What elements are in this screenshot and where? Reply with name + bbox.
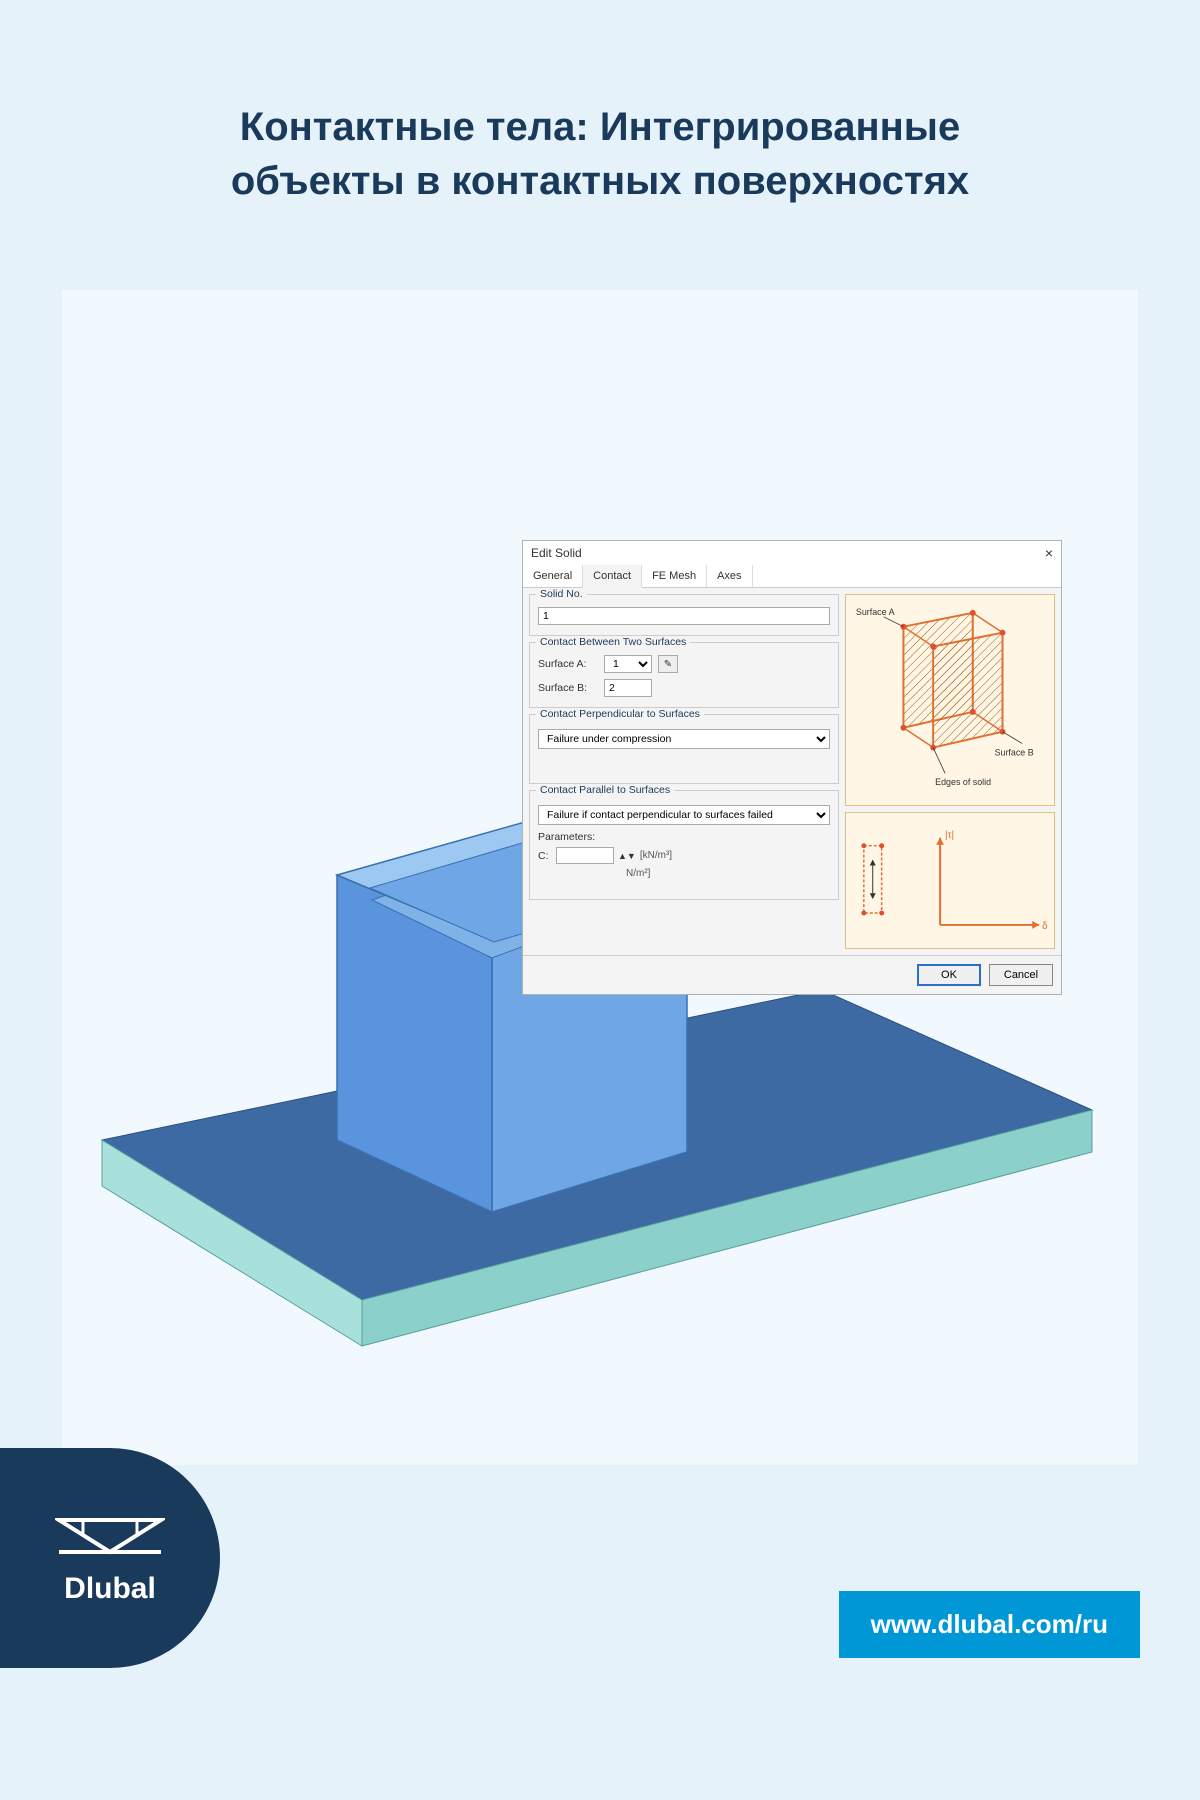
surface-diagram-panel: Surface A Surface B Edges of solid xyxy=(845,594,1055,806)
tab-contact[interactable]: Contact xyxy=(583,565,642,588)
diagram-label-surface-b: Surface B xyxy=(995,747,1034,757)
graph-panel: |τ| δ xyxy=(845,812,1055,949)
group-perpendicular: Contact Perpendicular to Surfaces Failur… xyxy=(529,714,839,784)
url-bar: www.dlubal.com/ru xyxy=(839,1591,1140,1658)
graph-x-label: δ xyxy=(1042,921,1048,932)
group-title-contact-surfaces: Contact Between Two Surfaces xyxy=(536,636,690,648)
tab-fe-mesh[interactable]: FE Mesh xyxy=(642,565,707,587)
perpendicular-select[interactable]: Failure under compression xyxy=(538,729,830,749)
logo-badge: Dlubal xyxy=(0,1448,220,1668)
dialog-footer: OK Cancel xyxy=(523,955,1061,994)
surface-a-label: Surface A: xyxy=(538,658,598,670)
graph-y-label: |τ| xyxy=(945,830,954,841)
surface-b-label: Surface B: xyxy=(538,682,598,694)
ok-button[interactable]: OK xyxy=(917,964,981,986)
tabstrip: General Contact FE Mesh Axes xyxy=(523,565,1061,588)
parallel-select[interactable]: Failure if contact perpendicular to surf… xyxy=(538,805,830,825)
param2-unit: N/m²] xyxy=(626,868,650,879)
tab-general[interactable]: General xyxy=(523,565,583,587)
dialog-titlebar: Edit Solid × xyxy=(523,541,1061,565)
cancel-button[interactable]: Cancel xyxy=(989,964,1053,986)
dlubal-logo-icon xyxy=(55,1510,165,1566)
group-title-solid-no: Solid No. xyxy=(536,588,587,600)
param-c-input[interactable] xyxy=(556,847,614,864)
logo-text: Dlubal xyxy=(64,1572,156,1606)
diagram-label-edges: Edges of solid xyxy=(935,777,991,787)
title-line-2: объекты в контактных поверхностях xyxy=(0,154,1200,208)
title-line-1: Контактные тела: Интегрированные xyxy=(0,100,1200,154)
tab-axes[interactable]: Axes xyxy=(707,565,752,587)
group-parallel: Contact Parallel to Surfaces Failure if … xyxy=(529,790,839,900)
params-label: Parameters: xyxy=(538,831,830,843)
surface-b-input[interactable] xyxy=(604,679,652,697)
surface-a-select[interactable]: 1 xyxy=(604,655,652,673)
param-c-label: C: xyxy=(538,850,552,862)
edit-solid-dialog: Edit Solid × General Contact FE Mesh Axe… xyxy=(522,540,1062,995)
group-solid-no: Solid No. xyxy=(529,594,839,636)
group-contact-surfaces: Contact Between Two Surfaces Surface A: … xyxy=(529,642,839,708)
canvas-area: Edit Solid × General Contact FE Mesh Axe… xyxy=(62,290,1138,1465)
solid-no-input[interactable] xyxy=(538,607,830,625)
param-c-unit: [kN/m³] xyxy=(640,850,672,861)
group-title-parallel: Contact Parallel to Surfaces xyxy=(536,784,674,796)
close-icon[interactable]: × xyxy=(1045,545,1053,561)
pick-surface-icon[interactable]: ✎ xyxy=(658,655,678,673)
page-title: Контактные тела: Интегрированные объекты… xyxy=(0,0,1200,208)
diagram-label-surface-a: Surface A xyxy=(856,607,895,617)
dialog-title: Edit Solid xyxy=(531,546,582,560)
group-title-perpendicular: Contact Perpendicular to Surfaces xyxy=(536,708,704,720)
